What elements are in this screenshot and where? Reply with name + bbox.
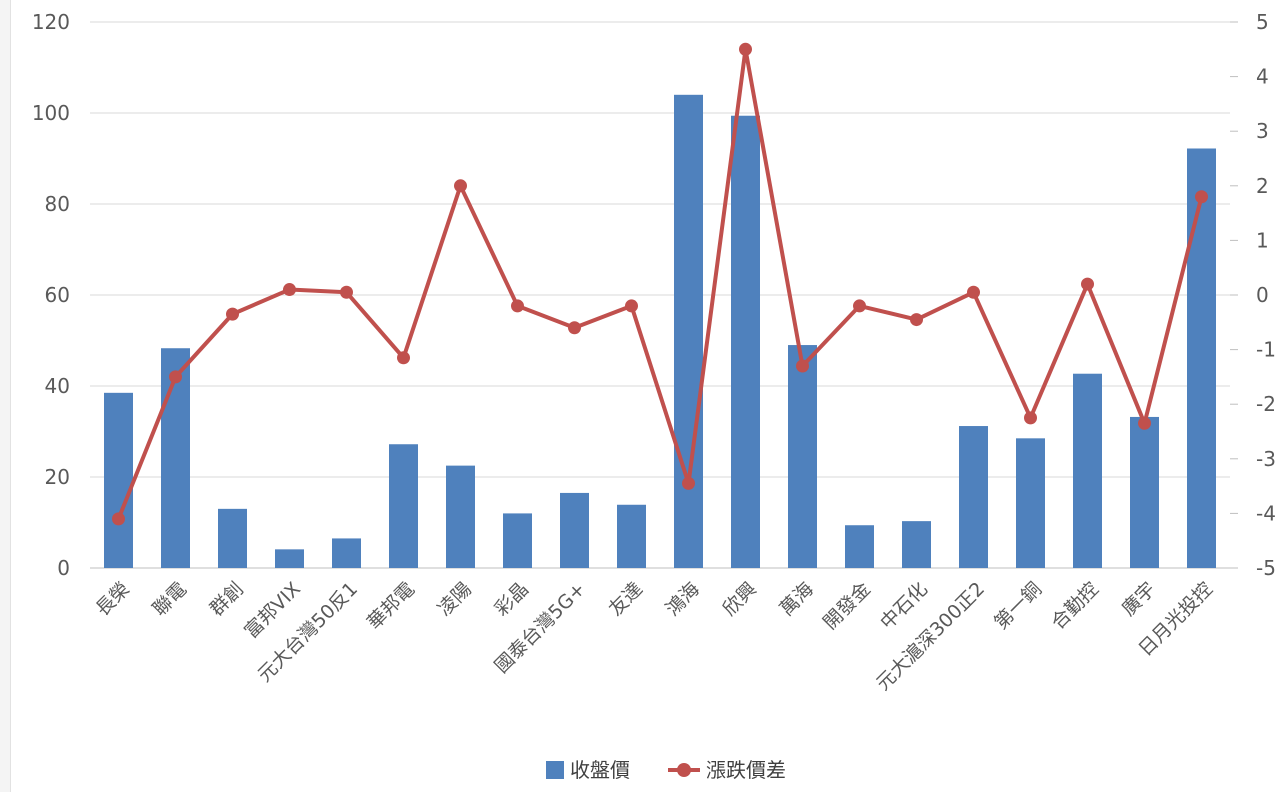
category-label: 欣興 — [719, 578, 761, 620]
bar — [902, 521, 931, 568]
right-tick-label: -1 — [1256, 338, 1276, 362]
legend-swatch-bar — [546, 761, 564, 779]
bar-series — [104, 94, 1216, 569]
legend: 收盤價 漲跌價差 — [546, 758, 786, 782]
series-line — [116, 47, 1204, 520]
bar — [1073, 373, 1102, 568]
legend-label-line: 漲跌價差 — [706, 758, 786, 782]
bar — [1016, 438, 1045, 568]
bar — [959, 426, 988, 568]
category-label: 中石化 — [876, 578, 932, 634]
line-point — [1195, 190, 1208, 204]
category-label: 合勤控 — [1047, 578, 1103, 634]
line-point — [511, 299, 524, 313]
line-point — [169, 370, 182, 384]
bar — [674, 94, 703, 569]
left-y-axis: 0 20 40 60 80 100 120 — [32, 10, 70, 580]
line-point — [910, 313, 923, 327]
line-point — [625, 299, 638, 313]
left-tick-label: 20 — [45, 465, 70, 489]
bar — [617, 504, 646, 568]
bar — [503, 513, 532, 568]
right-y-axis: -5 -4 -3 -2 -1 0 1 2 3 4 5 — [1230, 10, 1276, 580]
bar — [845, 525, 874, 568]
left-tick-label: 0 — [57, 556, 70, 580]
line-point — [1081, 277, 1094, 291]
category-label: 萬海 — [776, 578, 818, 620]
right-tick-label: -2 — [1256, 392, 1276, 416]
bar — [218, 508, 247, 568]
bar — [161, 348, 190, 568]
category-axis: 長榮 聯電 群創富邦VIX元大台灣50反1 華邦電 凌陽 彩晶國泰台灣5G+ 友達 鴻海 欣興萬… — [92, 578, 1217, 695]
legend-marker-line — [677, 763, 691, 777]
bar — [1187, 148, 1216, 569]
line-point — [682, 476, 695, 490]
line-point — [283, 283, 296, 297]
right-tick-label: 5 — [1256, 10, 1269, 34]
category-label: 開發金 — [819, 578, 875, 634]
category-label: 友達 — [605, 578, 647, 620]
line-point — [226, 307, 239, 321]
category-label: 凌陽 — [434, 578, 476, 620]
right-tick-label: 0 — [1256, 283, 1269, 307]
category-label: 鴻海 — [662, 578, 704, 620]
line-series — [112, 42, 1208, 526]
bar — [788, 345, 817, 568]
line-point — [739, 42, 752, 56]
category-label: 華邦電 — [363, 578, 419, 634]
category-label: 廣宇 — [1118, 578, 1160, 620]
line-point — [568, 321, 581, 335]
line-point — [340, 285, 353, 299]
left-tick-label: 100 — [32, 101, 70, 125]
bar — [389, 444, 418, 568]
line-point — [796, 359, 809, 373]
right-tick-label: -5 — [1256, 556, 1276, 580]
line-point — [1138, 416, 1151, 430]
category-label: 元大滬深300正2 — [872, 578, 989, 695]
bar — [731, 115, 760, 568]
left-tick-label: 120 — [32, 10, 70, 34]
right-tick-label: 2 — [1256, 174, 1269, 198]
line-point — [397, 351, 410, 365]
line-point — [853, 299, 866, 313]
line-point — [112, 512, 125, 526]
category-label: 元大台灣50反1 — [254, 578, 362, 686]
line-point — [1024, 411, 1037, 425]
right-tick-label: -3 — [1256, 447, 1276, 471]
category-label: 長榮 — [92, 578, 134, 620]
line-point — [967, 285, 980, 299]
line-point — [454, 179, 467, 193]
bar — [332, 538, 361, 568]
bar — [446, 465, 475, 568]
category-label: 群創 — [206, 578, 248, 620]
right-tick-label: 1 — [1256, 228, 1269, 252]
left-tick-label: 40 — [45, 374, 70, 398]
right-tick-label: 3 — [1256, 119, 1269, 143]
window-edge — [0, 0, 11, 792]
bar — [104, 392, 133, 568]
category-label: 彩晶 — [491, 578, 533, 620]
bar — [1130, 416, 1159, 568]
category-label: 聯電 — [149, 578, 191, 620]
category-label: 第一銅 — [990, 578, 1046, 634]
bar — [275, 549, 304, 568]
left-tick-label: 60 — [45, 283, 70, 307]
left-tick-label: 80 — [45, 192, 70, 216]
gridlines — [90, 21, 1230, 569]
right-tick-label: -4 — [1256, 501, 1276, 525]
right-tick-label: 4 — [1256, 65, 1269, 89]
bar — [560, 492, 589, 568]
legend-label-bar: 收盤價 — [570, 758, 630, 782]
